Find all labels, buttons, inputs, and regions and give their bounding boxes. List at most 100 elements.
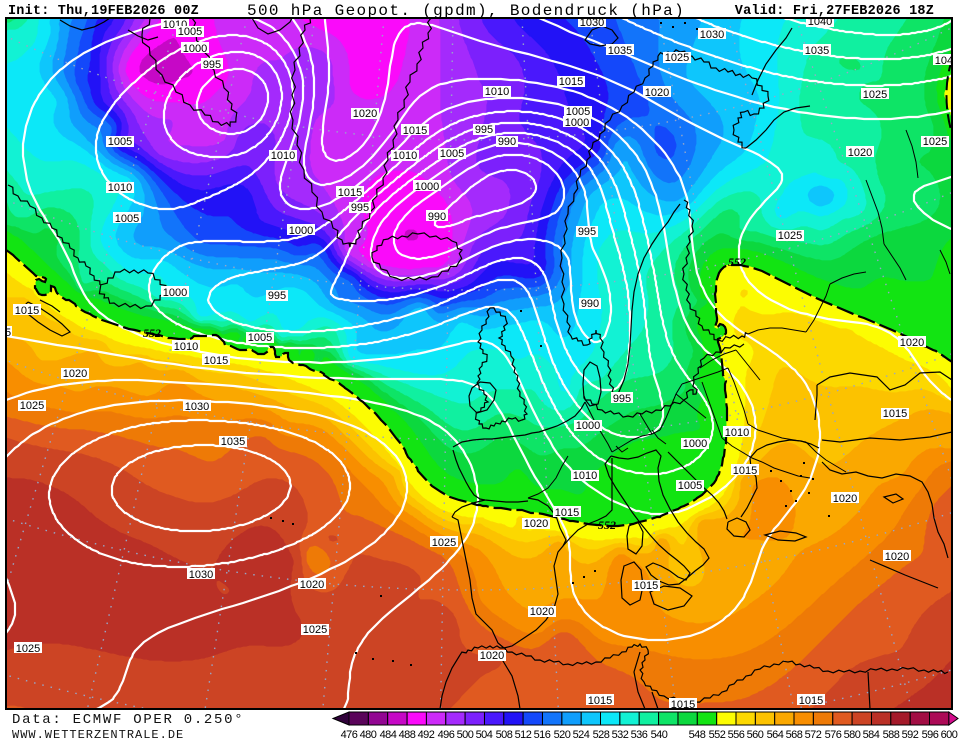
svg-text:552: 552 [728,255,746,269]
svg-text:990: 990 [498,136,516,148]
svg-text:Valid: Fri,27FEB2026 18Z: Valid: Fri,27FEB2026 18Z [735,4,934,19]
svg-text:1015: 1015 [555,507,579,519]
svg-text:WWW.WETTERZENTRALE.DE: WWW.WETTERZENTRALE.DE [12,728,184,741]
svg-text:1025: 1025 [665,52,689,64]
svg-text:540: 540 [651,729,668,741]
svg-text:1005: 1005 [678,480,702,492]
svg-text:1030: 1030 [580,17,604,29]
svg-text:576: 576 [825,729,842,741]
svg-text:552: 552 [709,729,726,741]
svg-text:1020: 1020 [645,87,669,99]
svg-text:1000: 1000 [683,438,707,450]
svg-text:990: 990 [581,298,599,310]
svg-text:1030: 1030 [185,401,209,413]
svg-text:1025: 1025 [923,136,947,148]
svg-text:560: 560 [747,729,764,741]
svg-text:488: 488 [399,729,416,741]
svg-text:1005: 1005 [440,148,464,160]
svg-text:Init: Thu,19FEB2026 00Z: Init: Thu,19FEB2026 00Z [8,4,199,19]
svg-text:568: 568 [786,729,803,741]
svg-text:1020: 1020 [900,337,924,349]
svg-text:552: 552 [598,518,616,532]
svg-text:1025: 1025 [778,230,802,242]
svg-text:484: 484 [380,729,397,741]
svg-text:552: 552 [143,326,161,340]
svg-text:592: 592 [902,729,919,741]
svg-text:1025: 1025 [432,537,456,549]
svg-text:480: 480 [360,729,377,741]
svg-text:1000: 1000 [289,225,313,237]
svg-text:572: 572 [805,729,822,741]
svg-text:504: 504 [476,729,493,741]
svg-text:1020: 1020 [885,551,909,563]
svg-text:476: 476 [341,729,358,741]
svg-text:1015: 1015 [204,355,228,367]
svg-text:1000: 1000 [576,420,600,432]
svg-text:1035: 1035 [805,45,829,57]
svg-text:500 hPa Geopot. (gpdm), Bodend: 500 hPa Geopot. (gpdm), Bodendruck (hPa) [247,2,685,20]
svg-text:1015: 1015 [883,408,907,420]
svg-text:995: 995 [268,290,286,302]
svg-text:496: 496 [438,729,455,741]
svg-text:524: 524 [573,729,590,741]
svg-text:1040: 1040 [808,16,832,28]
svg-text:600: 600 [941,729,958,741]
svg-text:1010: 1010 [174,341,198,353]
svg-text:1020: 1020 [524,518,548,530]
svg-text:1015: 1015 [588,695,612,707]
svg-text:1015: 1015 [15,305,39,317]
svg-text:995: 995 [578,226,596,238]
svg-text:588: 588 [883,729,900,741]
svg-text:1020: 1020 [480,650,504,662]
svg-text:520: 520 [554,729,571,741]
svg-text:Data: ECMWF OPER 0.250°: Data: ECMWF OPER 0.250° [12,712,244,728]
svg-text:1025: 1025 [16,643,40,655]
svg-text:584: 584 [863,729,880,741]
svg-text:556: 556 [728,729,745,741]
svg-text:1035: 1035 [221,436,245,448]
svg-text:1020: 1020 [530,606,554,618]
svg-text:532: 532 [612,729,629,741]
svg-text:1030: 1030 [189,569,213,581]
svg-text:1020: 1020 [353,108,377,120]
svg-text:1015: 1015 [338,187,362,199]
svg-text:995: 995 [475,124,493,136]
svg-text:596: 596 [922,729,939,741]
svg-text:1010: 1010 [393,150,417,162]
svg-text:1000: 1000 [565,117,589,129]
svg-text:1000: 1000 [163,287,187,299]
svg-text:1005: 1005 [115,213,139,225]
svg-text:1010: 1010 [108,182,132,194]
svg-text:536: 536 [631,729,648,741]
svg-text:1000: 1000 [415,181,439,193]
svg-text:1005: 1005 [566,106,590,118]
svg-text:1015: 1015 [733,465,757,477]
svg-text:1015: 1015 [799,695,823,707]
svg-text:1010: 1010 [271,150,295,162]
svg-text:1040: 1040 [935,55,959,67]
svg-text:580: 580 [844,729,861,741]
svg-text:1005: 1005 [108,136,132,148]
svg-text:1025: 1025 [20,400,44,412]
svg-text:1030: 1030 [700,29,724,41]
svg-text:1000: 1000 [183,43,207,55]
svg-text:995: 995 [351,202,369,214]
svg-text:1025: 1025 [303,624,327,636]
svg-text:492: 492 [418,729,435,741]
svg-text:995: 995 [203,59,221,71]
svg-text:564: 564 [767,729,784,741]
svg-text:1010: 1010 [485,86,509,98]
svg-text:500: 500 [457,729,474,741]
svg-text:1020: 1020 [63,368,87,380]
svg-text:1015: 1015 [634,580,658,592]
svg-text:512: 512 [515,729,532,741]
svg-text:1020: 1020 [848,147,872,159]
svg-text:1020: 1020 [300,579,324,591]
svg-text:528: 528 [593,729,610,741]
svg-text:15: 15 [0,327,11,339]
svg-text:1015: 1015 [559,76,583,88]
svg-text:1015: 1015 [403,125,427,137]
svg-text:516: 516 [534,729,551,741]
svg-text:1010: 1010 [573,470,597,482]
svg-text:1010: 1010 [725,427,749,439]
